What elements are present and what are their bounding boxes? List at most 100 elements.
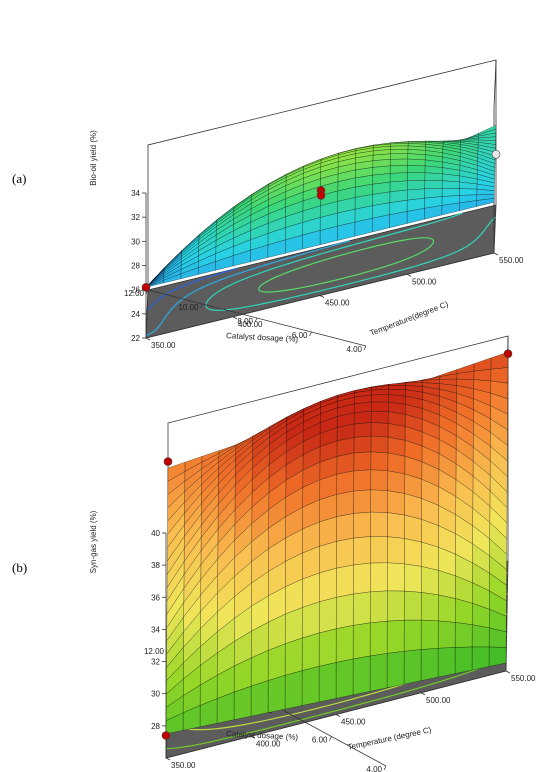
- surface-cell: [407, 165, 426, 173]
- x-tick: [145, 337, 151, 341]
- z-tick-label: 36: [151, 593, 160, 602]
- panel-a: (a) 22 24 26 28 30 32 34 350.00 400.00 450.00 500.0…: [12, 59, 524, 354]
- surface-cell: [335, 625, 354, 663]
- surface-cell: [301, 666, 320, 706]
- y-tick: [309, 331, 312, 337]
- surface-cell: [353, 435, 372, 454]
- x-tick-label: 450.00: [325, 299, 350, 308]
- y-tick: [363, 345, 367, 351]
- z-tick-label: 22: [131, 334, 140, 343]
- y-tick: [383, 765, 387, 771]
- surface-cell: [370, 489, 388, 513]
- y-axis-label: Catalyst dosage (%): [226, 729, 299, 742]
- surface-cell: [421, 592, 439, 622]
- surface-cell: [301, 632, 320, 671]
- x-tick: [505, 670, 511, 674]
- z-tick-label: 28: [131, 262, 140, 271]
- surface-cell: [390, 158, 408, 166]
- surface-cell: [284, 670, 303, 710]
- surface-cell: [336, 537, 354, 569]
- z-tick-label: 34: [151, 625, 160, 634]
- surface-cell: [302, 572, 320, 608]
- y-tick-label: 4.00: [346, 345, 362, 354]
- surface-cell: [390, 149, 409, 154]
- surface-cell: [387, 452, 406, 475]
- surface-cell: [424, 172, 443, 181]
- z-tick-label: 30: [131, 237, 140, 246]
- surface-cell: [369, 621, 388, 657]
- x-tick: [250, 735, 256, 739]
- y-tick-label: 6.00: [292, 331, 308, 340]
- surface-cell: [441, 188, 460, 197]
- y-tick-label: 6.00: [312, 736, 328, 745]
- surface-cell: [387, 470, 405, 494]
- surface-cell: [421, 541, 439, 571]
- surface-cell: [353, 451, 372, 472]
- surface-cell: [403, 649, 422, 685]
- surface-cell: [302, 601, 320, 639]
- surface-cell: [389, 172, 408, 183]
- surface-cell: [389, 165, 408, 174]
- surface-cell: [471, 646, 490, 671]
- surface-cell: [424, 180, 443, 189]
- x-tick: [493, 252, 499, 256]
- surface-cell: [336, 452, 355, 475]
- surface-cell: [318, 628, 337, 667]
- y-tick: [254, 317, 258, 323]
- x-tick-label: 400.00: [256, 739, 281, 748]
- surface-cell: [420, 619, 439, 650]
- surface-cell: [471, 624, 490, 648]
- surface-cell: [370, 536, 388, 564]
- surface-cell: [387, 490, 405, 516]
- surface-cell: [319, 597, 337, 634]
- surface-cell: [353, 562, 371, 595]
- contour-line: [145, 240, 351, 337]
- surface-cell: [407, 153, 426, 161]
- design-point: [141, 282, 151, 292]
- surface-cell: [352, 655, 371, 696]
- surface-cell: [421, 566, 439, 596]
- surface-cell: [336, 490, 354, 517]
- surface-cell: [387, 562, 405, 592]
- surface-cell: [370, 451, 389, 471]
- surface-cell: [454, 646, 473, 674]
- surface-cell: [369, 653, 388, 692]
- contour-line: [258, 237, 435, 293]
- surface-cell: [354, 401, 372, 413]
- surface-cell: [353, 511, 371, 539]
- back-wall: [147, 59, 497, 290]
- y-tick-label: 10.00: [178, 303, 199, 312]
- surface-cell: [473, 357, 492, 372]
- surface-cell: [404, 590, 422, 621]
- surface-cell: [407, 180, 425, 191]
- surface-cell: [371, 388, 389, 396]
- surface-cell: [454, 622, 473, 648]
- design-point: [503, 349, 513, 359]
- surface-cell: [370, 469, 388, 491]
- z-tick-label: 32: [131, 213, 140, 222]
- x-tick-label: 450.00: [341, 718, 366, 727]
- x-tick-label: 350.00: [151, 341, 176, 350]
- x-axis-label: Temperature (degree C): [347, 725, 433, 752]
- surface-cell: [353, 591, 371, 626]
- design-point: [163, 457, 173, 466]
- surface-cell: [233, 685, 252, 720]
- response-surface: [165, 351, 509, 735]
- y-tick-label: 8.00: [237, 317, 253, 326]
- surface-cell: [407, 158, 426, 167]
- surface-cell: [490, 367, 509, 384]
- design-point: [491, 150, 501, 159]
- x-tick-label: 500.00: [412, 277, 437, 286]
- surface-cell: [353, 411, 372, 425]
- z-tick-label: 38: [151, 561, 160, 570]
- x-tick: [232, 316, 238, 320]
- surface-cell: [371, 401, 389, 412]
- x-tick-label: 500.00: [426, 696, 451, 705]
- surface-cell: [353, 469, 371, 492]
- surface-cell: [459, 188, 478, 196]
- x-tick-label: 550.00: [499, 256, 524, 265]
- surface-cell: [390, 153, 408, 160]
- surface-cell: [336, 470, 354, 495]
- response-surface: [145, 124, 497, 288]
- x-tick-label: 400.00: [238, 320, 263, 329]
